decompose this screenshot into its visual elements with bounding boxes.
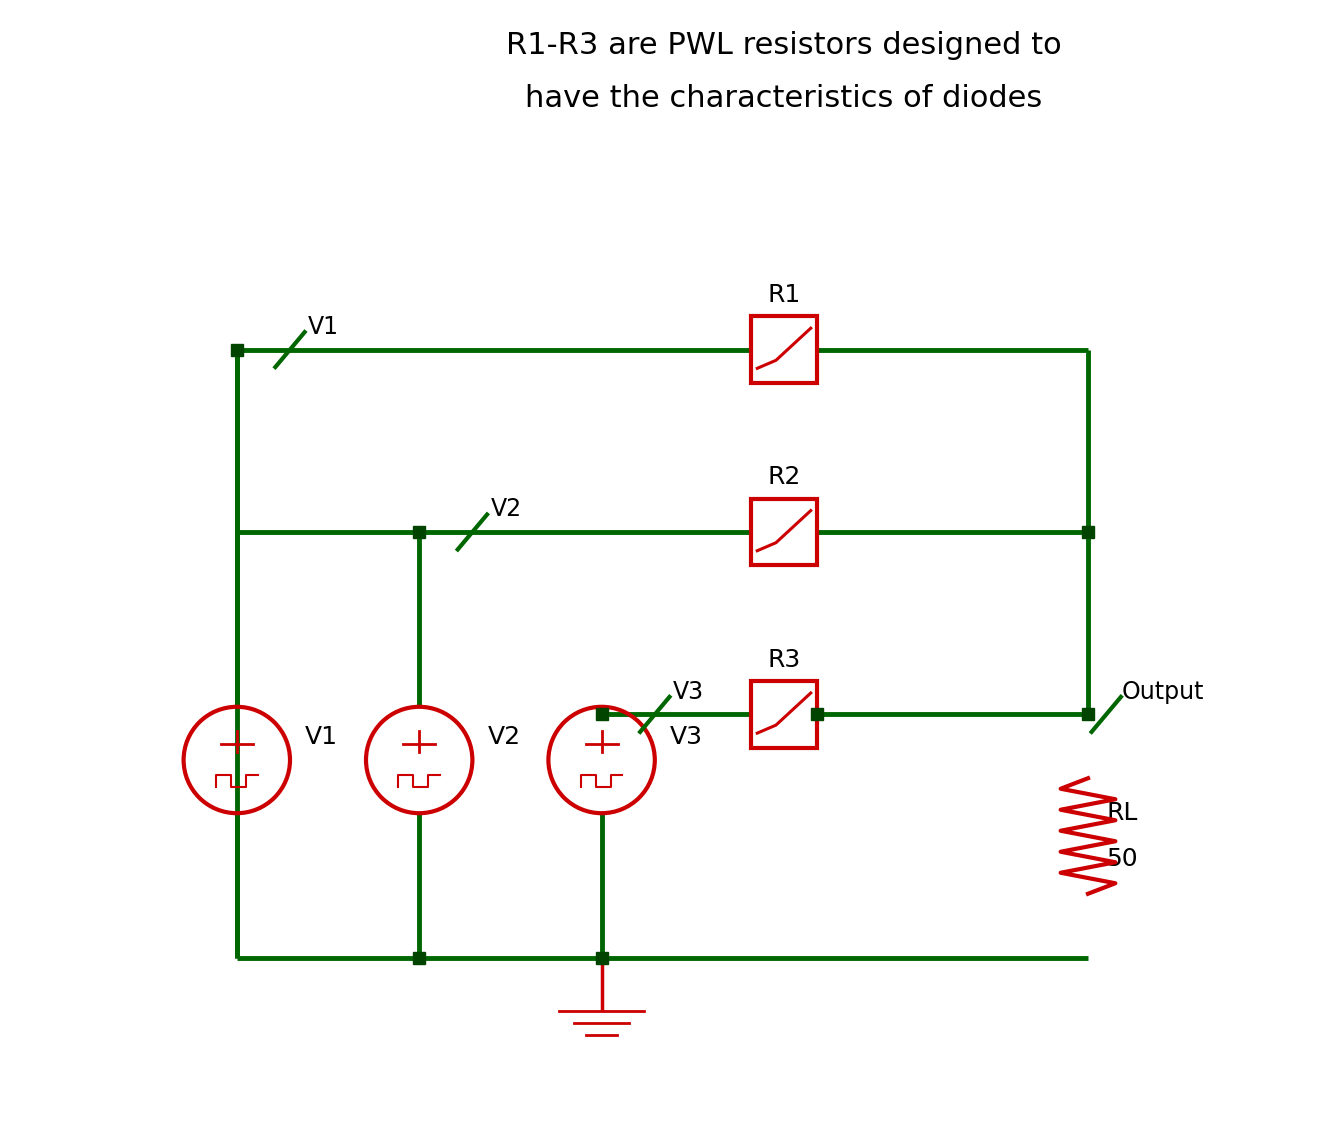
- Text: R1: R1: [768, 283, 800, 307]
- Text: 50: 50: [1107, 847, 1138, 871]
- Text: V3: V3: [673, 679, 704, 703]
- Text: R1-R3 are PWL resistors designed to: R1-R3 are PWL resistors designed to: [507, 31, 1061, 60]
- Text: R2: R2: [768, 465, 801, 489]
- Text: V2: V2: [488, 725, 521, 749]
- Text: RL: RL: [1107, 801, 1138, 825]
- Text: V1: V1: [308, 315, 339, 339]
- Text: Output: Output: [1122, 679, 1203, 703]
- Text: V2: V2: [490, 497, 521, 521]
- Text: have the characteristics of diodes: have the characteristics of diodes: [525, 84, 1043, 113]
- Text: R3: R3: [768, 648, 800, 671]
- Text: V1: V1: [306, 725, 338, 749]
- Text: V3: V3: [670, 725, 704, 749]
